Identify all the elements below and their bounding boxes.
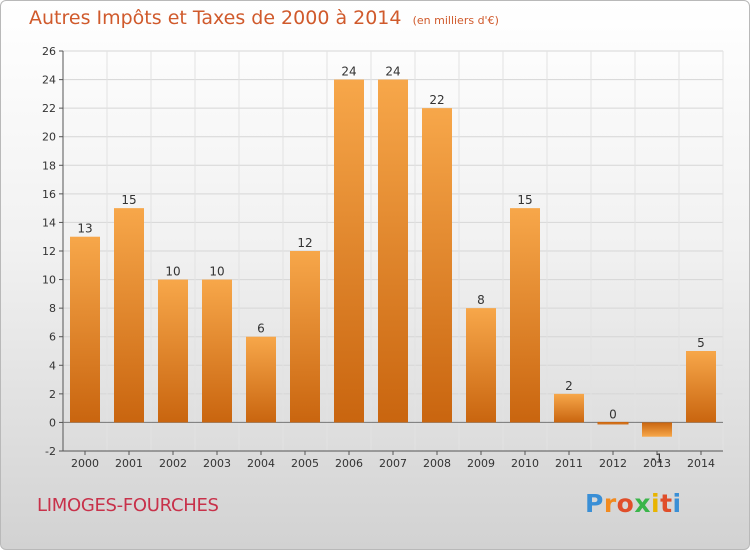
x-tick-label: 2012 [599, 457, 627, 470]
y-tick-label: 14 [42, 216, 56, 229]
data-label: 0 [609, 407, 617, 421]
logo-letter: x [634, 489, 651, 518]
logo-letter: P [585, 489, 604, 518]
bar [597, 421, 629, 425]
x-tick-label: 2009 [467, 457, 495, 470]
bar [642, 422, 672, 437]
chart-title: Autres Impôts et Taxes de 2000 à 2014 [29, 7, 402, 29]
bar [686, 351, 716, 423]
bars [70, 79, 716, 437]
bar [422, 108, 452, 423]
logo-letter: r [603, 489, 617, 518]
brand-logo: Proxiti [585, 489, 682, 518]
x-tick-label: 2001 [115, 457, 143, 470]
y-tick-label: 4 [49, 359, 56, 372]
bar [510, 208, 540, 423]
x-tick-label: 2010 [511, 457, 539, 470]
data-label: 10 [165, 265, 180, 279]
data-labels: 13 15 10 10 6 12 24 24 22 8 15 2 0 -1 5 [77, 65, 704, 466]
y-tick-label: 18 [42, 159, 56, 172]
x-tick-label: 2006 [335, 457, 363, 470]
y-tick-label: 24 [42, 74, 56, 87]
y-tick-label: 8 [49, 302, 56, 315]
data-label: 15 [517, 193, 532, 207]
x-tick-label: 2002 [159, 457, 187, 470]
data-label: 6 [257, 322, 265, 336]
data-label: 22 [429, 93, 444, 107]
y-tick-label: 26 [42, 45, 56, 58]
location-label: LIMOGES-FOURCHES [37, 495, 219, 516]
bar [70, 236, 100, 423]
y-tick-label: 22 [42, 102, 56, 115]
logo-letter: i [672, 489, 682, 518]
logo-letter: t [660, 489, 673, 518]
data-label: 24 [341, 65, 356, 79]
y-tick-label: 12 [42, 245, 56, 258]
data-label: 2 [565, 379, 573, 393]
data-label: 5 [697, 336, 705, 350]
bar [290, 251, 320, 423]
x-tick-label: 2014 [687, 457, 715, 470]
y-tick-label: 10 [42, 274, 56, 287]
x-tick-labels: 2000 2001 2002 2003 2004 2005 2006 2007 2008 2009… [71, 457, 715, 470]
data-label: -1 [651, 452, 663, 466]
y-tick-label: 6 [49, 331, 56, 344]
data-label: 13 [77, 222, 92, 236]
x-tick-label: 2004 [247, 457, 275, 470]
logo-letter: i [651, 489, 661, 518]
data-label: 24 [385, 65, 400, 79]
bar [246, 336, 276, 423]
bar [554, 393, 584, 423]
bar [158, 279, 188, 423]
y-tick-label: 0 [49, 416, 56, 429]
x-tick-label: 2007 [379, 457, 407, 470]
x-tick-label: 2011 [555, 457, 583, 470]
data-label: 12 [297, 236, 312, 250]
logo-letter: o [616, 489, 635, 518]
bar [202, 279, 232, 423]
y-tick-label: 20 [42, 131, 56, 144]
bar [378, 79, 408, 423]
data-label: 10 [209, 265, 224, 279]
x-tick-label: 2000 [71, 457, 99, 470]
bar [466, 308, 496, 423]
x-tick-label: 2005 [291, 457, 319, 470]
x-tick-label: 2008 [423, 457, 451, 470]
y-tick-label: 16 [42, 188, 56, 201]
x-tick-label: 2013 [643, 457, 671, 470]
data-label: 8 [477, 293, 485, 307]
bar [334, 79, 364, 423]
title-block: Autres Impôts et Taxes de 2000 à 2014 (e… [29, 7, 499, 29]
y-tick-label: -2 [45, 445, 56, 458]
bar [114, 208, 144, 423]
data-label: 15 [121, 193, 136, 207]
x-tick-label: 2003 [203, 457, 231, 470]
chart-subtitle: (en milliers d'€) [412, 14, 499, 27]
y-tick-label: 2 [49, 388, 56, 401]
